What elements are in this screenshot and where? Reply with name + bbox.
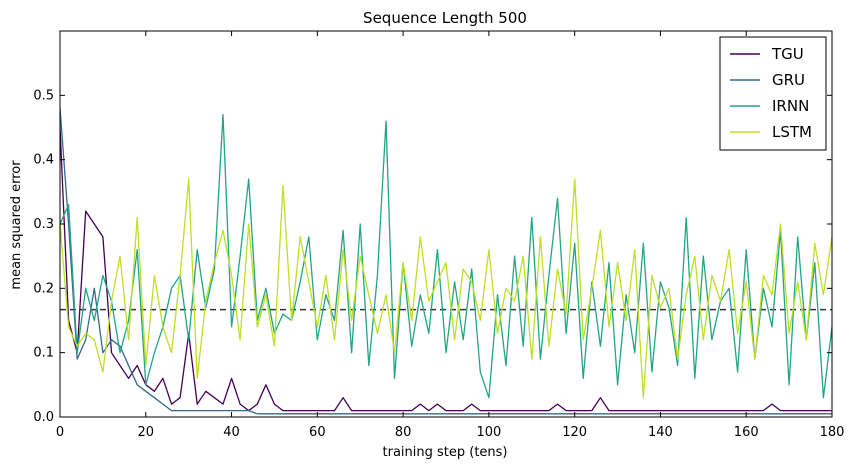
x-tick-label: 80 bbox=[395, 425, 412, 440]
legend: TGU GRU IRNN LSTM bbox=[719, 36, 827, 151]
plot-area bbox=[60, 108, 832, 415]
y-tick-label: 0.3 bbox=[33, 217, 54, 232]
legend-label-irnn: IRNN bbox=[772, 97, 809, 115]
chart-title: Sequence Length 500 bbox=[363, 9, 527, 27]
y-tick-label: 0.5 bbox=[33, 88, 54, 103]
x-tick-label: 160 bbox=[734, 425, 759, 440]
y-tick-label: 0.0 bbox=[33, 410, 54, 425]
y-axis-label: mean squared error bbox=[9, 160, 24, 290]
x-tick-label: 120 bbox=[562, 425, 587, 440]
y-tick-label: 0.4 bbox=[33, 153, 54, 168]
legend-label-tgu: TGU bbox=[771, 45, 804, 63]
x-tick-label: 0 bbox=[56, 425, 64, 440]
legend-label-gru: GRU bbox=[772, 71, 805, 89]
x-axis-label: training step (tens) bbox=[383, 445, 508, 460]
legend-box bbox=[719, 36, 827, 151]
series-line-tgu bbox=[60, 127, 832, 412]
x-tick-label: 40 bbox=[223, 425, 240, 440]
y-tick-label: 0.2 bbox=[33, 281, 54, 296]
x-tick-label: 60 bbox=[309, 425, 326, 440]
x-tick-label: 20 bbox=[138, 425, 155, 440]
y-tick-label: 0.1 bbox=[33, 346, 54, 361]
axes: 0 20 40 60 80 100 120 140 160 180 0.0 0.1 0.2 0.3 0.4 0… bbox=[33, 30, 845, 440]
series-line-lstm bbox=[60, 178, 832, 399]
x-tick-label: 180 bbox=[820, 425, 845, 440]
x-tick-label: 140 bbox=[648, 425, 673, 440]
legend-label-lstm: LSTM bbox=[772, 123, 812, 141]
series-line-irnn bbox=[60, 113, 832, 399]
x-tick-label: 100 bbox=[476, 425, 501, 440]
series-line-gru bbox=[60, 108, 832, 415]
plot-frame bbox=[59, 30, 833, 418]
